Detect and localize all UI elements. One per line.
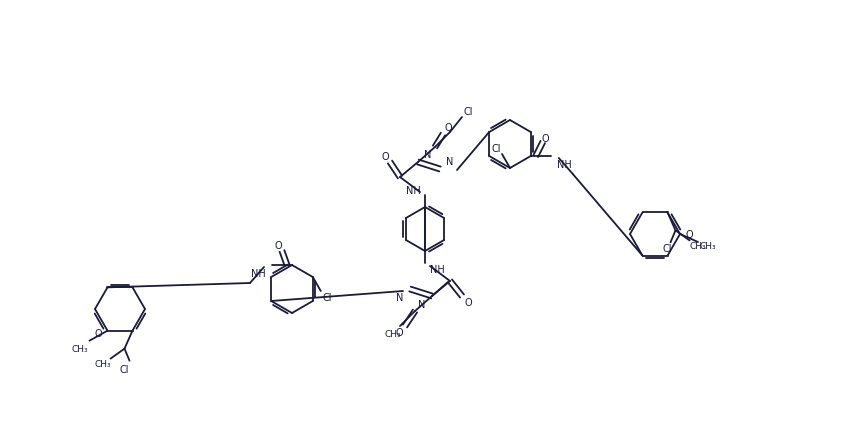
Text: NH: NH [406,186,420,196]
Text: CH₃: CH₃ [385,330,401,339]
Text: CH₃: CH₃ [95,359,111,368]
Text: Cl: Cl [120,364,130,374]
Text: O: O [685,230,693,240]
Text: NH: NH [250,268,265,278]
Text: CH₃: CH₃ [72,344,88,353]
Text: O: O [395,327,403,337]
Text: O: O [95,328,102,338]
Text: NH: NH [429,264,445,274]
Text: N: N [396,293,404,302]
Text: O: O [381,151,389,161]
Text: O: O [542,134,550,144]
Text: O: O [444,123,452,133]
Text: CH₃: CH₃ [689,241,705,250]
Text: O: O [464,297,472,307]
Text: N: N [424,150,432,160]
Text: O: O [274,240,282,250]
Text: NH: NH [557,160,573,170]
Text: N: N [446,157,453,167]
Text: CH₃: CH₃ [699,242,717,251]
Text: Cl: Cl [492,144,501,154]
Text: Cl: Cl [322,293,331,302]
Text: N: N [418,299,426,309]
Text: Cl: Cl [663,244,672,254]
Text: Cl: Cl [463,107,473,117]
